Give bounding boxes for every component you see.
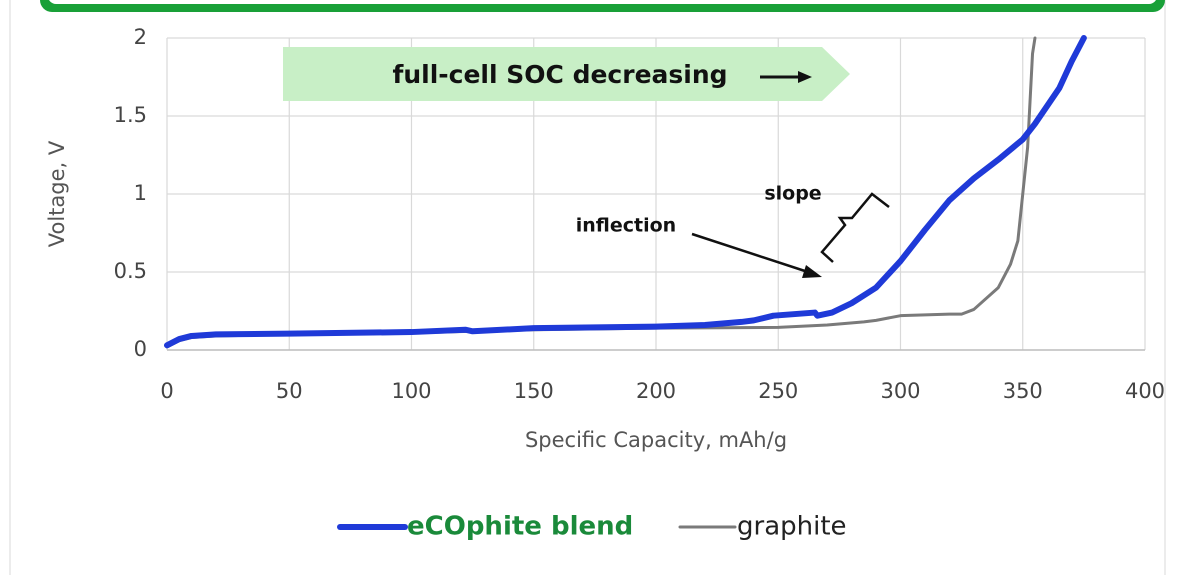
annotation-arrowhead	[798, 71, 812, 83]
y-tick-label: 1	[134, 181, 147, 205]
x-tick-label: 300	[880, 379, 920, 403]
annotation: inflection	[576, 215, 676, 237]
x-tick-label: 0	[160, 379, 173, 403]
y-tick-label: 0	[134, 337, 147, 361]
legend-label: eCOphite blend	[407, 512, 633, 542]
series-line	[164, 35, 1087, 349]
y-axis-label: Voltage, V	[45, 140, 69, 247]
x-tick-label: 100	[391, 379, 431, 403]
x-axis-label: Specific Capacity, mAh/g	[525, 428, 787, 452]
slope-bracket	[820, 192, 890, 263]
x-tick-label: 150	[514, 379, 554, 403]
x-tick-label: 250	[758, 379, 798, 403]
annotation-banner	[283, 47, 850, 101]
annotation: slope	[764, 183, 821, 205]
y-tick-label: 1.5	[114, 103, 147, 127]
chart-frame	[9, 0, 1166, 575]
annotation: full-cell SOC decreasing	[392, 60, 727, 89]
x-tick-label: 400	[1125, 379, 1165, 403]
legend-label: graphite	[737, 512, 847, 542]
x-tick-label: 50	[276, 379, 303, 403]
y-tick-label: 0.5	[114, 259, 147, 283]
x-tick-label: 200	[636, 379, 676, 403]
title-banner-inner	[49, 0, 1156, 4]
annotation-arrow	[691, 232, 809, 274]
annotation-arrowhead	[802, 265, 822, 278]
y-tick-label: 2	[134, 25, 147, 49]
x-tick-label: 350	[1003, 379, 1043, 403]
